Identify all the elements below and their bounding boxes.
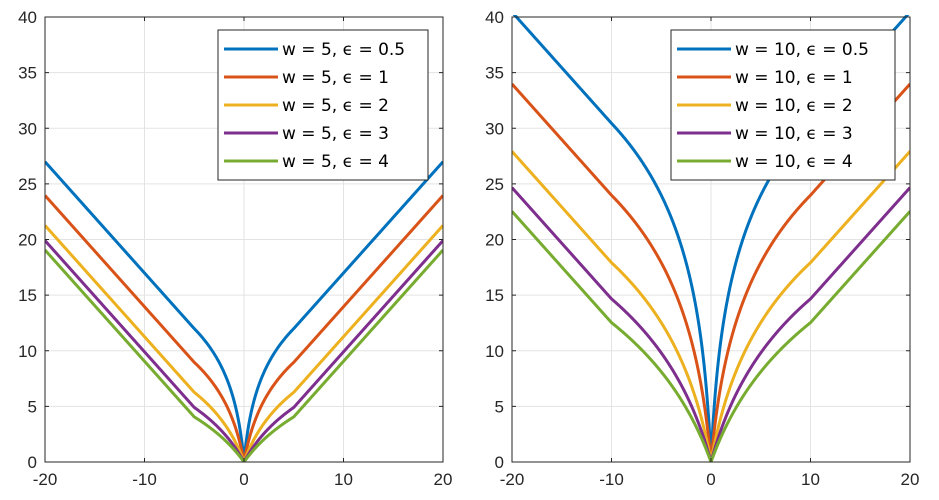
x-tick-label: 20 [434, 470, 453, 489]
x-tick-label: -20 [500, 470, 525, 489]
y-tick-label: 30 [485, 119, 504, 138]
y-tick-label: 5 [495, 397, 504, 416]
series-line-1 [45, 160, 443, 462]
x-tick-label: -10 [599, 470, 624, 489]
y-tick-label: 40 [18, 8, 37, 27]
legend-label-2: w = 10, ϵ = 1 [735, 68, 853, 88]
legend-label-5: w = 10, ϵ = 4 [735, 152, 853, 172]
x-tick-label: -10 [132, 470, 157, 489]
x-tick-label: 20 [901, 470, 920, 489]
chart-2: -20 -10 0 10 20 0 5 10 15 20 25 30 35 40 w = 10, ϵ = 0… [485, 8, 919, 489]
y-tick-label: 35 [18, 64, 37, 83]
legend-label-4: w = 10, ϵ = 3 [735, 124, 853, 144]
legend: w = 5, ϵ = 0.5 w = 5, ϵ = 1 w = 5, ϵ = 2 w … [217, 29, 429, 181]
y-tick-label: 15 [485, 286, 504, 305]
legend-label-2: w = 5, ϵ = 1 [282, 68, 389, 88]
legend-label-3: w = 10, ϵ = 2 [735, 96, 853, 116]
x-tick-label: 10 [334, 470, 353, 489]
y-tick-label: 10 [18, 342, 37, 361]
series-line-5 [45, 249, 443, 462]
y-tick-label: 10 [485, 342, 504, 361]
series-line-3 [512, 150, 910, 462]
legend-label-3: w = 5, ϵ = 2 [282, 96, 389, 116]
y-tick-label: 30 [18, 119, 37, 138]
legend-label-1: w = 10, ϵ = 0.5 [735, 40, 869, 60]
x-tick-label: 0 [239, 470, 248, 489]
series-line-4 [45, 239, 443, 462]
x-tick-label: -20 [33, 470, 58, 489]
legend-label-4: w = 5, ϵ = 3 [282, 124, 389, 144]
y-tick-label: 25 [485, 175, 504, 194]
series-line-5 [512, 210, 910, 462]
y-tick-label: 20 [485, 231, 504, 250]
legend-label-1: w = 5, ϵ = 0.5 [282, 40, 405, 60]
legend-label-5: w = 5, ϵ = 4 [282, 152, 389, 172]
series-line-3 [45, 224, 443, 462]
y-tick-label: 5 [28, 397, 37, 416]
y-tick-label: 25 [18, 175, 37, 194]
y-tick-label: 20 [18, 231, 37, 250]
legend: w = 10, ϵ = 0.5 w = 10, ϵ = 1 w = 10, ϵ = … [670, 29, 896, 181]
y-tick-label: 35 [485, 64, 504, 83]
series-line-4 [512, 186, 910, 462]
y-tick-label: 15 [18, 286, 37, 305]
x-tick-label: 10 [801, 470, 820, 489]
chart-1: -20 -10 0 10 20 0 5 10 15 20 25 30 35 40 w = 5, ϵ = 0.… [18, 8, 452, 489]
series-line-2 [45, 194, 443, 462]
x-tick-label: 0 [706, 470, 715, 489]
y-tick-label: 40 [485, 8, 504, 27]
y-tick-label: 0 [28, 453, 37, 472]
y-tick-label: 0 [495, 453, 504, 472]
